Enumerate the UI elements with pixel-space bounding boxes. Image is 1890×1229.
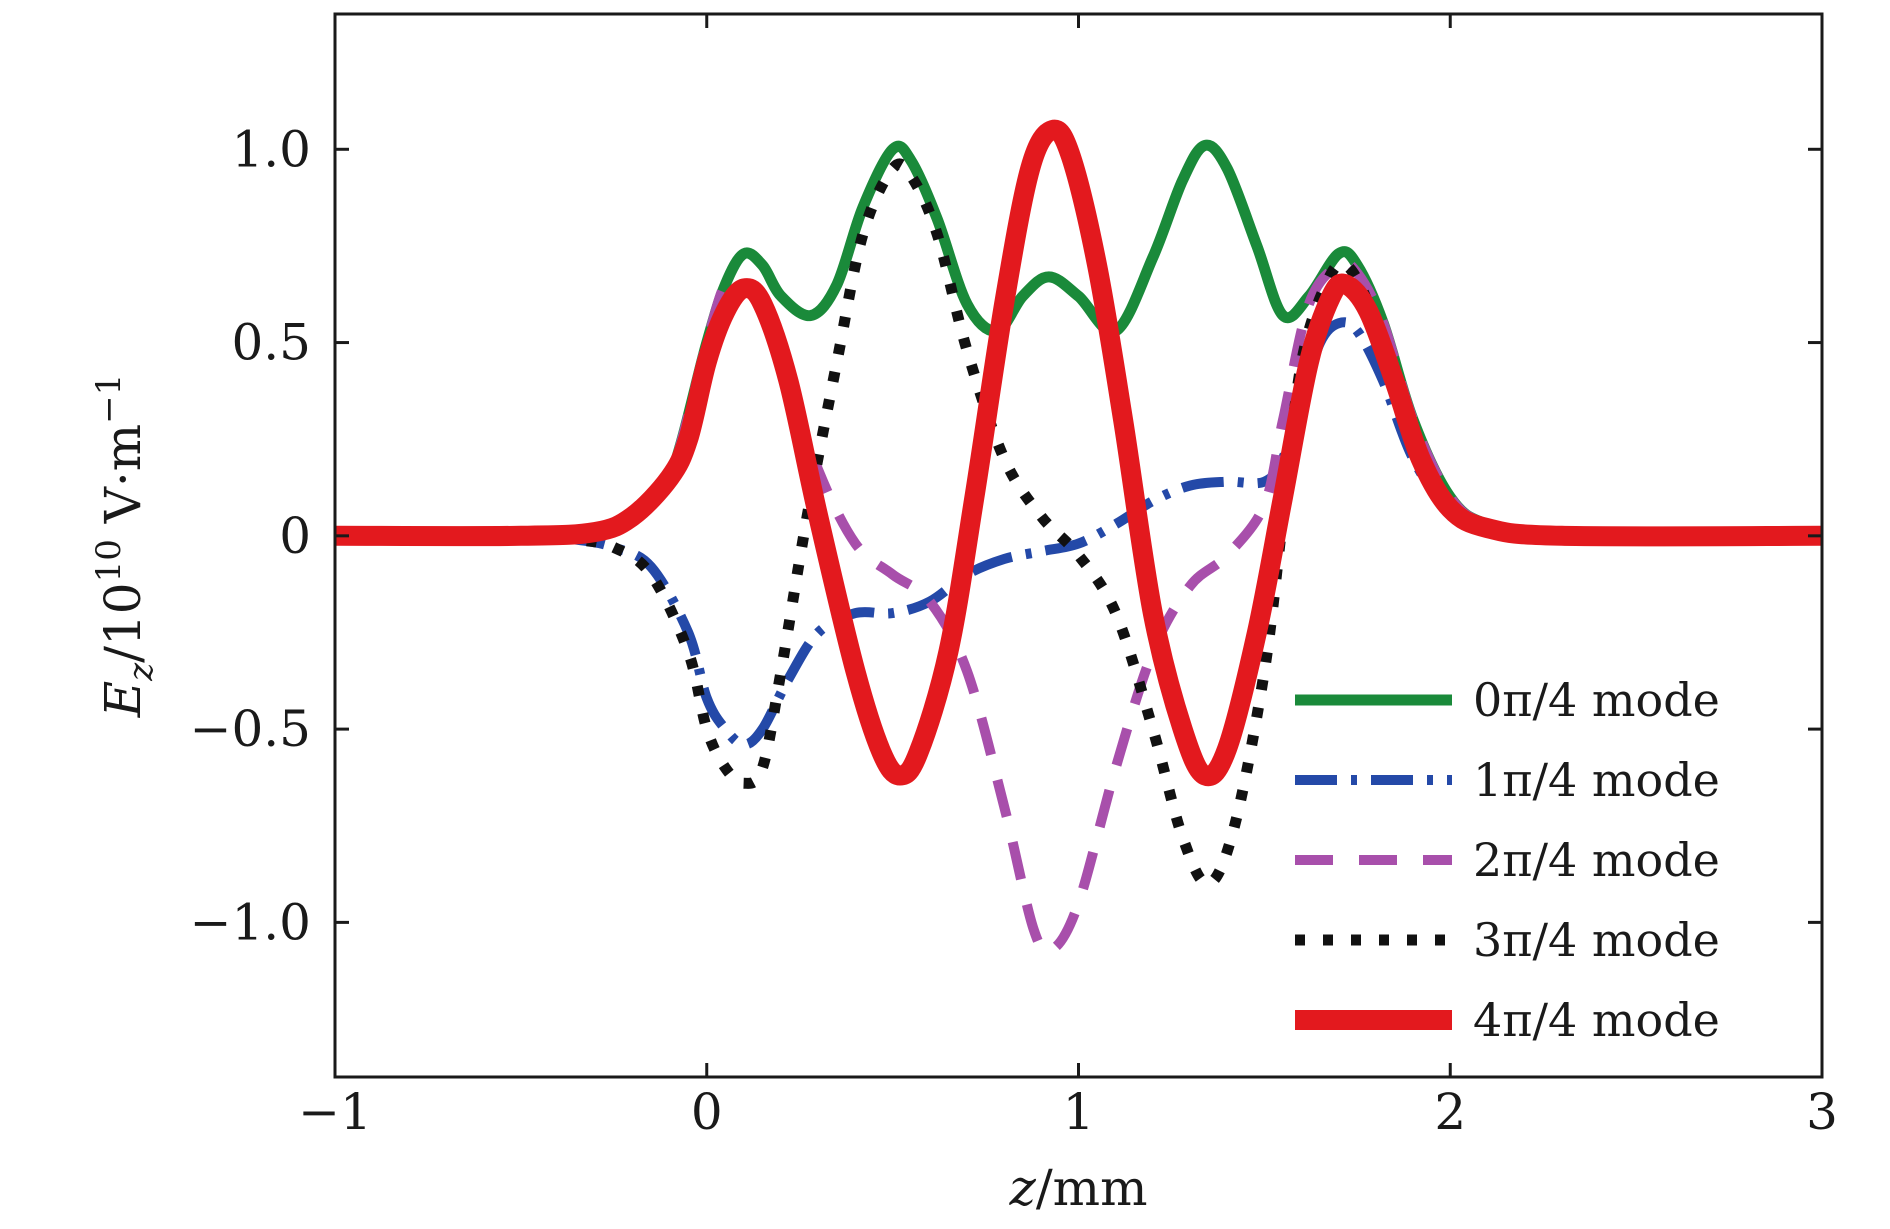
plot-area: [335, 119, 1822, 957]
y-tick-labels: −1.0 −0.5 0 0.5 1.0: [190, 120, 311, 951]
x-tick-label: 0: [691, 1083, 723, 1141]
y-tick-label: −0.5: [190, 700, 311, 758]
x-tick-label: 3: [1806, 1083, 1838, 1141]
legend-label-2: 2π/4 mode: [1473, 833, 1720, 887]
x-tick-label: 2: [1434, 1083, 1466, 1141]
x-axis-label: z/mm: [1008, 1159, 1147, 1217]
x-tick-label: −1: [298, 1083, 372, 1141]
series-line-1: [335, 317, 1822, 750]
ticks: [333, 14, 1824, 1077]
y-tick-label: 0: [279, 507, 311, 565]
legend-label-0: 0π/4 mode: [1473, 673, 1720, 727]
y-tick-label: −1.0: [190, 893, 311, 951]
legend: 0π/4 mode 1π/4 mode 2π/4 mode 3π/4 mode 4π/4…: [1295, 673, 1720, 1047]
series-line-4: [335, 119, 1822, 787]
legend-label-4: 4π/4 mode: [1473, 993, 1720, 1047]
y-tick-label: 0.5: [231, 314, 311, 372]
legend-label-3: 3π/4 mode: [1473, 913, 1720, 967]
y-axis-label: Ez/1010 V·m−1: [89, 374, 161, 719]
x-tick-label: 1: [1063, 1083, 1095, 1141]
x-tick-labels: −1 0 1 2 3: [298, 1083, 1838, 1141]
legend-label-1: 1π/4 mode: [1473, 753, 1720, 807]
y-tick-label: 1.0: [231, 120, 311, 178]
